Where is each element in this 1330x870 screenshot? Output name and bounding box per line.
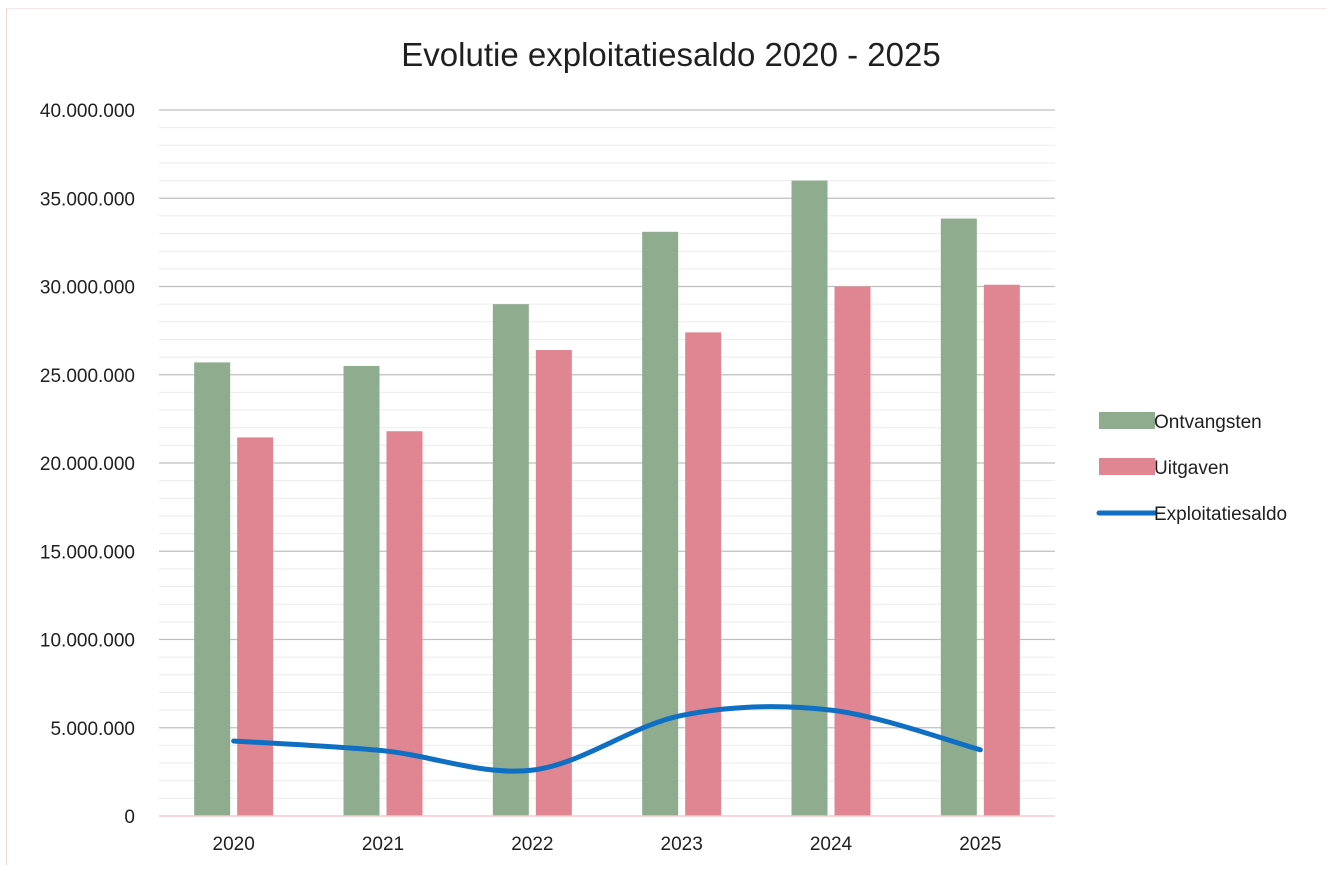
bar-ontvangsten-2020 — [194, 362, 231, 816]
chart-frame: Evolutie exploitatiesaldo 2020 - 2025 0 5… — [6, 8, 1327, 865]
chart-title: Evolutie exploitatiesaldo 2020 - 2025 — [401, 36, 940, 73]
bar-uitgaven-2023 — [685, 332, 722, 816]
y-tick-label: 20.000.000 — [40, 454, 135, 475]
line-exploitatiesaldo — [231, 704, 983, 774]
y-tick-label: 40.000.000 — [40, 101, 135, 122]
legend-label-exploitatiesaldo: Exploitatiesaldo — [1154, 504, 1287, 525]
y-tick-label: 35.000.000 — [40, 189, 135, 210]
y-tick-label: 10.000.000 — [40, 631, 135, 652]
legend-swatch-uitgaven — [1099, 458, 1155, 475]
bar-ontvangsten-2022 — [492, 304, 529, 816]
bar-ontvangsten-2025 — [940, 218, 977, 817]
y-axis-ticks: 0 5.000.000 10.000.000 15.000.000 20.000.000… — [40, 101, 135, 828]
chart: Evolutie exploitatiesaldo 2020 - 2025 0 5… — [40, 36, 1287, 855]
bar-ontvangsten-2024 — [791, 180, 828, 817]
bar-uitgaven-2025 — [983, 284, 1020, 816]
line-series — [231, 704, 983, 774]
y-tick-label: 5.000.000 — [50, 719, 135, 740]
bar-uitgaven-2024 — [834, 286, 871, 816]
bar-uitgaven-2022 — [535, 350, 572, 816]
y-tick-label: 30.000.000 — [40, 278, 135, 299]
legend-label-ontvangsten: Ontvangsten — [1154, 412, 1262, 433]
x-tick-label: 2024 — [810, 834, 853, 855]
x-tick-label: 2022 — [511, 834, 553, 855]
x-tick-label: 2020 — [213, 834, 255, 855]
bars — [194, 180, 1020, 817]
bar-uitgaven-2020 — [237, 437, 274, 816]
bar-ontvangsten-2021 — [343, 365, 380, 816]
legend-label-uitgaven: Uitgaven — [1154, 458, 1229, 479]
gridlines — [159, 109, 1055, 799]
y-tick-label: 15.000.000 — [40, 542, 135, 563]
x-tick-label: 2023 — [661, 834, 703, 855]
legend-swatch-ontvangsten — [1099, 412, 1155, 429]
y-tick-label: 0 — [124, 807, 135, 828]
x-tick-label: 2021 — [362, 834, 404, 855]
y-tick-label: 25.000.000 — [40, 366, 135, 387]
legend: Ontvangsten Uitgaven Exploitatiesaldo — [1096, 412, 1287, 525]
x-tick-label: 2025 — [959, 834, 1001, 855]
x-axis-ticks: 2020 2021 2022 2023 2024 2025 — [213, 834, 1002, 855]
